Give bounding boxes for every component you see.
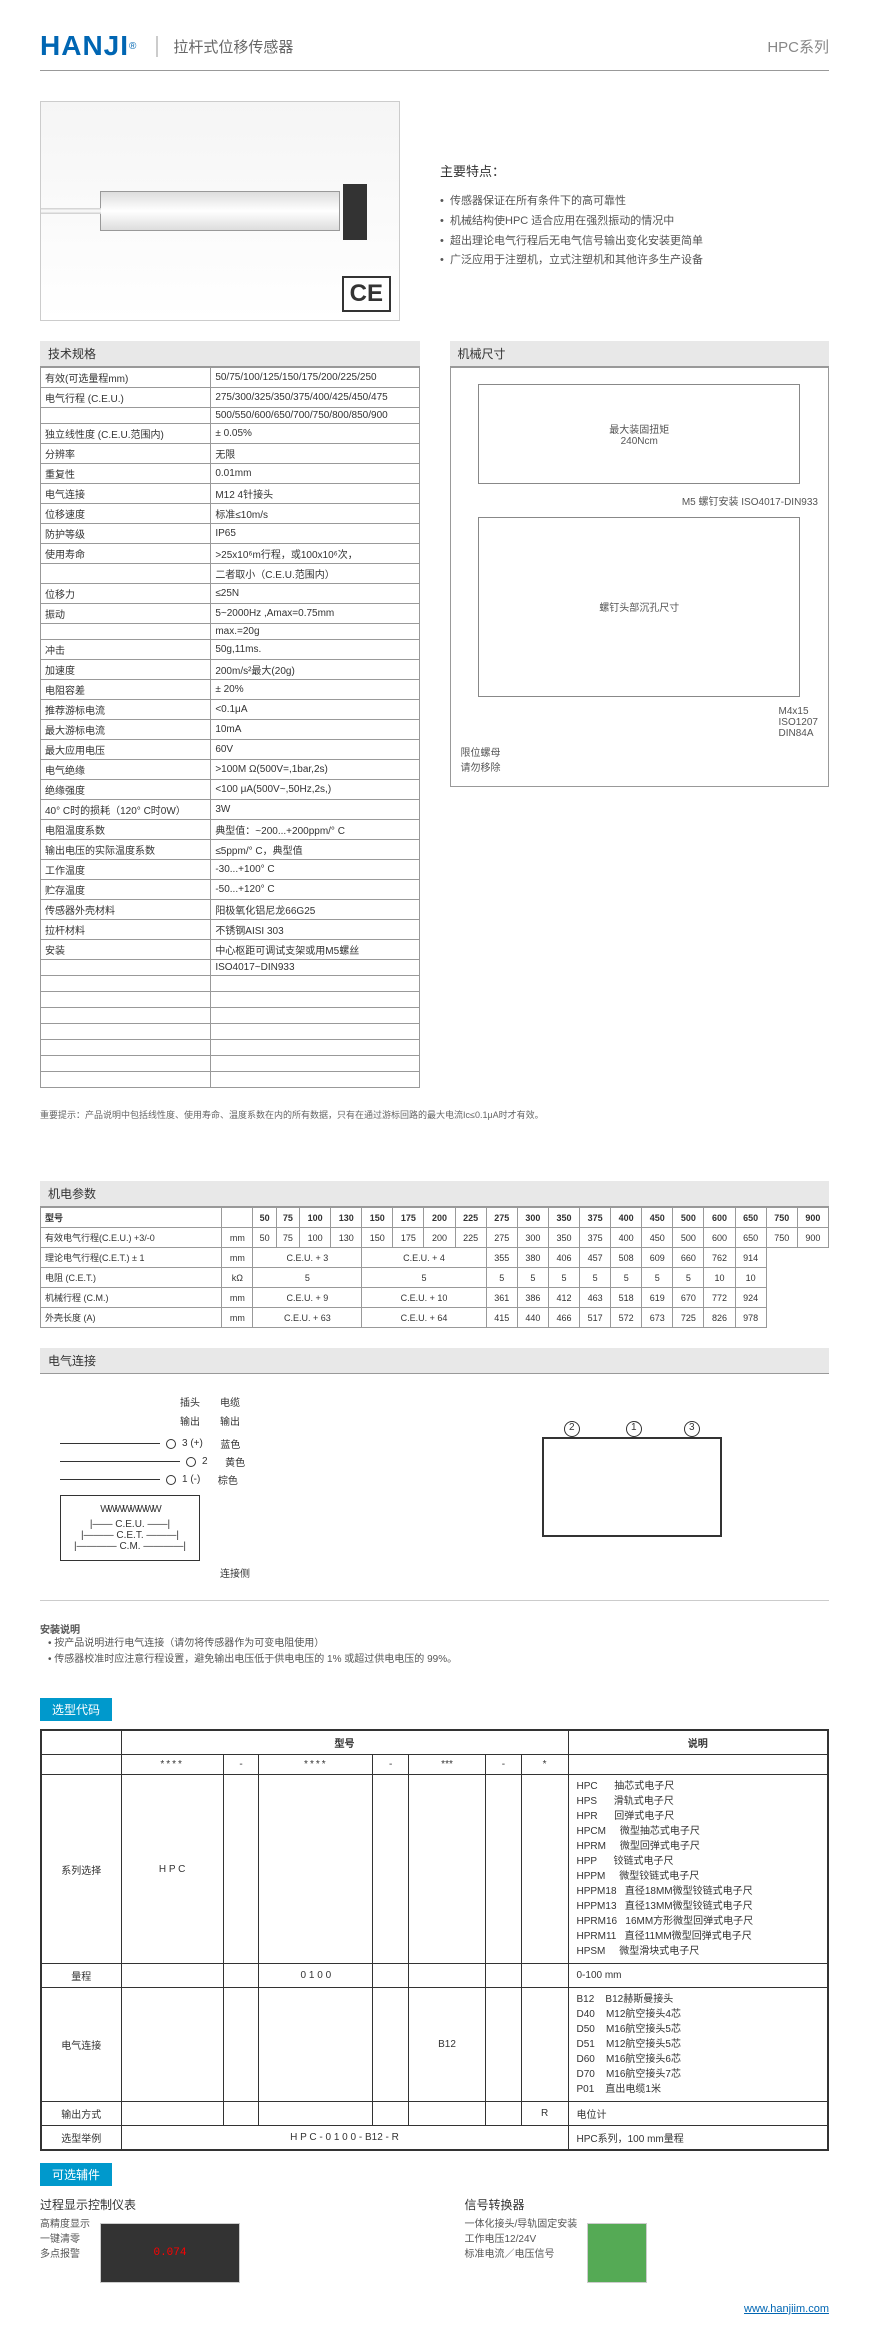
limit-label: 限位螺母 请勿移除 [461,744,501,774]
range-desc: 0-100 mm [568,1964,828,1988]
hdr-desc: 说明 [568,1730,828,1755]
mechanical-diagram: 最大装固扭矩 240Ncm M5 螺钉安装 ISO4017-DIN933 螺钉头… [450,367,830,787]
accessory-display: 过程显示控制仪表 高精度显示 一键清零 多点报警 0.074 [40,2196,405,2283]
page-header: HANJI ® 拉杆式位移传感器 HPC系列 [40,30,829,71]
spec-table: 有效(可选量程mm)50/75/100/125/150/175/200/225/… [40,367,420,1088]
elec-section: 电气连接 插头 电缆 输出 输出 3 (+) 蓝色 2 黄色 1 (-) 棕色 … [40,1348,829,1601]
cable-label: 电缆 [220,1394,240,1409]
features-block: 主要特点： 传感器保证在所有条件下的高可靠性 机械结构使HPC 适合应用在强烈振… [440,101,703,321]
install-title: 安装说明 [40,1621,829,1636]
blue-label: 蓝色 [220,1436,240,1451]
accessories-tag: 可选辅件 [40,2163,112,2186]
features-title: 主要特点： [440,161,703,180]
acc1-title: 过程显示控制仪表 [40,2196,405,2213]
screw-label: M5 螺钉安装 ISO4017-DIN933 [682,493,818,508]
torque-label: 最大装固扭矩 240Ncm [609,421,669,447]
plug-label: 插头 [180,1394,200,1409]
mech-column: 机械尺寸 最大装固扭矩 240Ncm M5 螺钉安装 ISO4017-DIN93… [450,341,830,1088]
footer-url: www.hanjiim.com [40,2303,829,2315]
display-meter-image: 0.074 [100,2223,240,2283]
spec-title: 技术规格 [40,341,420,367]
elec-title: 电气连接 [40,1348,829,1374]
screw-head-label: 螺钉头部沉孔尺寸 [599,599,679,614]
selection-tag: 选型代码 [40,1698,112,1721]
output-value: R [521,2102,568,2126]
logo: HANJI ® 拉杆式位移传感器 [40,30,293,62]
install-item: • 传感器校准时应注意行程设置，避免输出电压低于供电电压的 1% 或超过供电电压… [48,1652,829,1668]
output-label: 输出 [180,1413,200,1428]
accessories-row: 过程显示控制仪表 高精度显示 一键清零 多点报警 0.074 信号转换器 一体化… [40,2196,829,2283]
brown-label: 棕色 [218,1472,238,1487]
features-list: 传感器保证在所有条件下的高可靠性 机械结构使HPC 适合应用在强烈振动的情况中 … [440,192,703,271]
range-value: 0 1 0 0 [259,1964,373,1988]
series-desc: HPC 抽芯式电子尺HPS 滑轨式电子尺HPR 回弹式电子尺HPCM 微型抽芯式… [568,1775,828,1964]
param-title: 机电参数 [40,1181,829,1207]
output-desc: 电位计 [568,2102,828,2126]
feature-item: 广泛应用于注塑机，立式注塑机和其他许多生产设备 [440,251,703,271]
registered-icon: ® [129,41,136,52]
dim-top-view: 最大装固扭矩 240Ncm [478,384,800,484]
example-desc: HPC系列，100 mm量程 [568,2126,828,2151]
yellow-label: 黄色 [225,1454,245,1469]
conn-value: B12 [408,1988,485,2102]
ce-mark: CE [342,276,391,312]
series-value: H P C [121,1775,223,1964]
accessory-converter: 信号转换器 一体化接头/导轨固定安装 工作电压12/24V 标准电流／电压信号 [465,2196,830,2283]
specs-mech-row: 技术规格 有效(可选量程mm)50/75/100/125/150/175/200… [40,341,829,1088]
acc2-title: 信号转换器 [465,2196,830,2213]
feature-item: 超出理论电气行程后无电气信号输出变化安装更简单 [440,232,703,252]
conn-desc: B12 B12赫斯曼接头D40 M12航空接头4芯D50 M16航空接头5芯D5… [568,1988,828,2102]
m4-label: M4x15 ISO1207 DIN84A [779,706,818,739]
output-label-2: 输出 [220,1413,240,1428]
param-table: 型号50751001301501752002252753003503754004… [40,1207,829,1328]
logo-text: HANJI [40,30,129,62]
mech-title: 机械尺寸 [450,341,830,367]
sensor-illustration [100,191,340,231]
specs-column: 技术规格 有效(可选量程mm)50/75/100/125/150/175/200… [40,341,420,1088]
hdr-model: 型号 [121,1730,568,1755]
row-output-label: 输出方式 [41,2102,121,2126]
feature-item: 传感器保证在所有条件下的高可靠性 [440,192,703,212]
dim-side-view: 螺钉头部沉孔尺寸 [478,517,800,697]
conn-side-label: 连接侧 [220,1565,415,1580]
selection-table: 型号 说明 ****- ****- ***-* 系列选择 H P C HPC 抽… [40,1729,829,2151]
converter-image [587,2223,647,2283]
product-title: 拉杆式位移传感器 [156,36,293,57]
pin2: 2 [202,1456,208,1467]
row-conn-label: 电气连接 [41,1988,121,2102]
feature-item: 机械结构使HPC 适合应用在强烈振动的情况中 [440,212,703,232]
install-item: • 按产品说明进行电气连接（请勿将传感器作为可变电阻使用） [48,1636,829,1652]
connector-block: 2 3 1 [542,1437,722,1537]
top-section: CE 主要特点： 传感器保证在所有条件下的高可靠性 机械结构使HPC 适合应用在… [40,101,829,321]
row-series-label: 系列选择 [41,1775,121,1964]
important-note: 重要提示：产品说明中包括线性度、使用寿命、温度系数在内的所有数据，只有在通过游标… [40,1108,829,1121]
elec-diagram: 插头 电缆 输出 输出 3 (+) 蓝色 2 黄色 1 (-) 棕色 WWWWW… [40,1374,829,1601]
example-value: H P C - 0 1 0 0 - B12 - R [121,2126,568,2151]
install-note: 安装说明 • 按产品说明进行电气连接（请勿将传感器作为可变电阻使用） • 传感器… [40,1621,829,1668]
resistor-block: WWWWWWWW |—— C.E.U. ——| |——— C.E.T. ———|… [60,1495,200,1561]
product-image: CE [40,101,400,321]
series-label: HPC系列 [767,36,829,57]
row-example-label: 选型举例 [41,2126,121,2151]
row-range-label: 量程 [41,1964,121,1988]
connector-view: 2 3 1 [455,1394,810,1580]
wiring-schematic: 插头 电缆 输出 输出 3 (+) 蓝色 2 黄色 1 (-) 棕色 WWWWW… [60,1394,415,1580]
pin3: 3 (+) [182,1438,203,1449]
pin1: 1 (-) [182,1474,200,1485]
